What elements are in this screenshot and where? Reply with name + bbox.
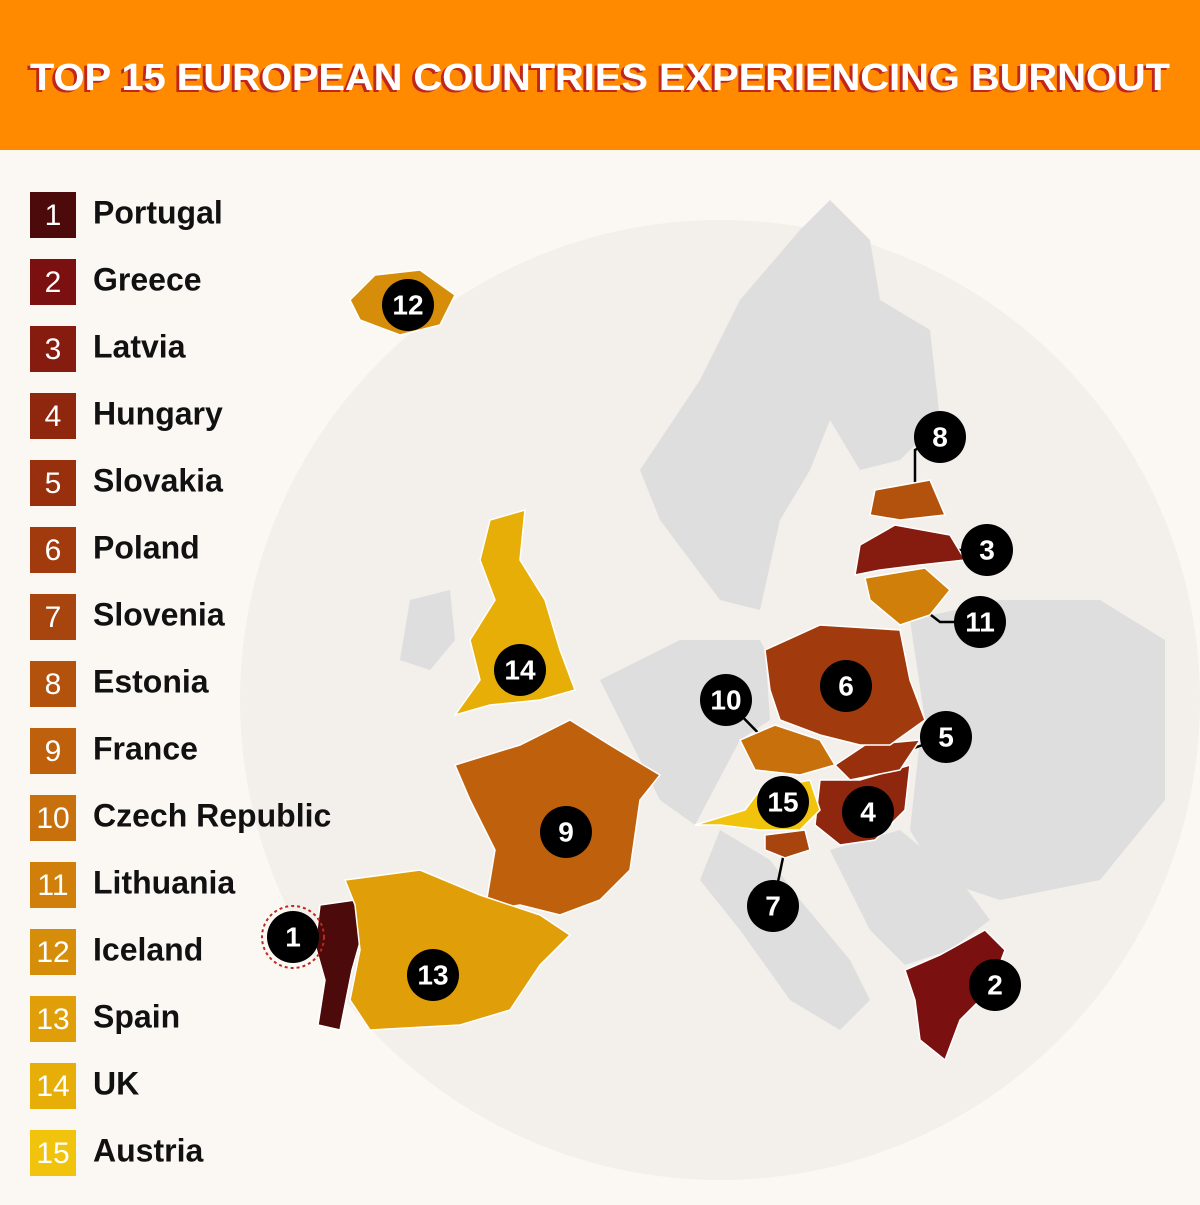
marker (267, 911, 319, 963)
marker (757, 776, 809, 828)
country (869, 479, 947, 521)
marker-label: 12 (392, 289, 423, 320)
country (738, 724, 837, 776)
country (764, 829, 811, 859)
ireland (400, 590, 455, 670)
country (864, 567, 952, 626)
legend-name: Poland (93, 529, 200, 565)
land (400, 200, 1165, 1030)
marker-label: 3 (979, 534, 995, 565)
legend-swatch (30, 594, 76, 640)
legend-rank: 14 (36, 1070, 69, 1103)
legend-name: Greece (93, 261, 202, 297)
legend-swatch (30, 929, 76, 975)
marker-label: 8 (932, 421, 948, 452)
legend-rank: 6 (45, 534, 62, 567)
marker-label: 10 (710, 684, 741, 715)
marker-label: 4 (860, 796, 876, 827)
legend-swatch (30, 259, 76, 305)
legend-swatch (30, 460, 76, 506)
balkans (830, 830, 990, 965)
header-band (0, 0, 1200, 150)
legend-swatch (30, 728, 76, 774)
legend-rank: 12 (36, 936, 69, 969)
scandinavia (640, 200, 940, 610)
marker (494, 644, 546, 696)
country (904, 929, 1006, 1062)
legend-rank: 5 (45, 467, 62, 500)
legend-swatch (30, 192, 76, 238)
legend-name: Austria (93, 1132, 203, 1168)
marker (700, 674, 752, 726)
legend-name: Spain (93, 998, 180, 1034)
marker (969, 959, 1021, 1011)
legend-name: Slovakia (93, 462, 223, 498)
east (910, 600, 1165, 900)
country (833, 739, 922, 781)
marker (842, 786, 894, 838)
legend-name: Iceland (93, 931, 203, 967)
country (854, 524, 967, 576)
legend-rank: 7 (45, 601, 62, 634)
legend-swatch (30, 1130, 76, 1176)
legend-rank: 4 (45, 400, 62, 433)
legend-swatch (30, 393, 76, 439)
legend-name: France (93, 730, 198, 766)
legend-name: Estonia (93, 663, 209, 699)
legend-swatch (30, 527, 76, 573)
marker-label: 1 (285, 921, 301, 952)
marker (914, 411, 966, 463)
legend-swatch (30, 996, 76, 1042)
legend-name: Czech Republic (93, 797, 331, 833)
legend-name: Lithuania (93, 864, 235, 900)
italy (700, 830, 870, 1030)
legend-rank: 10 (36, 802, 69, 835)
legend-name: Hungary (93, 395, 223, 431)
legend-rank: 15 (36, 1137, 69, 1170)
legend: 1 Portugal 2 Greece 3 Latvia 4 Hungary 5 Slovakia… (30, 192, 331, 1176)
legend-rank: 3 (45, 333, 62, 366)
marker-label: 6 (838, 670, 854, 701)
marker-label: 5 (938, 721, 954, 752)
legend-rank: 9 (45, 735, 62, 768)
legend-rank: 13 (36, 1003, 69, 1036)
marker (407, 949, 459, 1001)
marker (382, 279, 434, 331)
legend-swatch (30, 661, 76, 707)
marker-label: 14 (504, 654, 536, 685)
marker (954, 596, 1006, 648)
marker-ring (261, 905, 325, 969)
title: TOP 15 EUROPEAN COUNTRIES EXPERIENCING B… (30, 57, 1170, 99)
marker (820, 660, 872, 712)
country (343, 869, 572, 1031)
legend-rank: 8 (45, 668, 62, 701)
marker (540, 806, 592, 858)
marker-label: 15 (767, 786, 798, 817)
legend-name: UK (93, 1065, 139, 1101)
marker (747, 880, 799, 932)
legend-rank: 1 (45, 199, 62, 232)
marker (920, 711, 972, 763)
marker-label: 9 (558, 816, 574, 847)
legend-swatch (30, 862, 76, 908)
marker-label: 2 (987, 969, 1003, 1000)
legend-rank: 11 (37, 869, 68, 902)
marker-label: 13 (417, 959, 448, 990)
marker (961, 524, 1013, 576)
legend-rank: 2 (45, 266, 62, 299)
legend-name: Portugal (93, 194, 223, 230)
legend-swatch (30, 326, 76, 372)
legend-name: Latvia (93, 328, 186, 364)
marker-label: 11 (965, 606, 995, 637)
legend-name: Slovenia (93, 596, 225, 632)
marker-label: 7 (765, 890, 781, 921)
legend-swatch (30, 795, 76, 841)
legend-swatch (30, 1063, 76, 1109)
